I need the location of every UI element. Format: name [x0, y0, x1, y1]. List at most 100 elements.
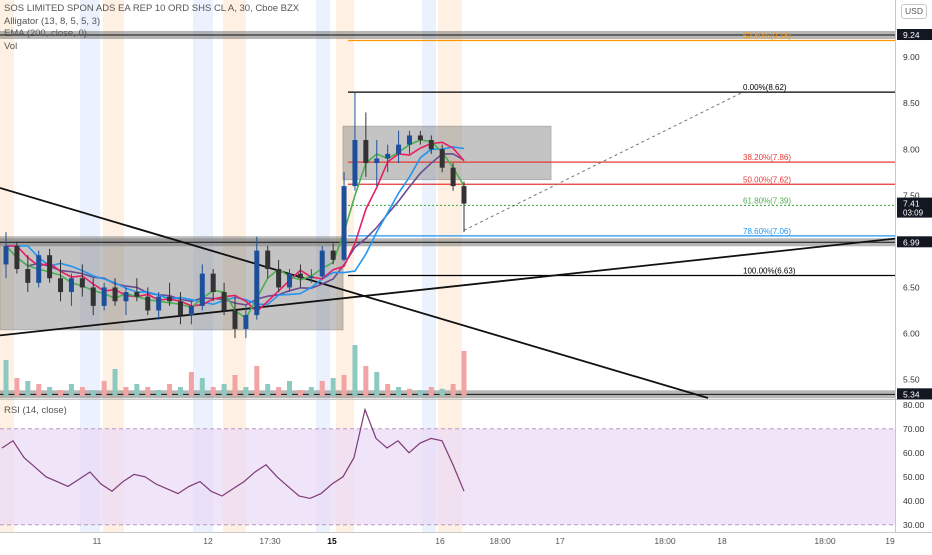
price-tick: 6.50	[903, 282, 920, 292]
candle[interactable]	[341, 186, 347, 260]
candle[interactable]	[406, 135, 412, 145]
time-tick: 12	[203, 536, 213, 546]
candle[interactable]	[417, 135, 423, 141]
candle[interactable]	[297, 273, 303, 279]
indicator-alligator[interactable]: Alligator (13, 8, 5, 5, 3)	[4, 15, 101, 27]
candle[interactable]	[14, 245, 20, 270]
candle[interactable]	[276, 269, 282, 288]
candle[interactable]	[36, 255, 42, 283]
candle[interactable]	[439, 149, 445, 168]
price-badge	[897, 236, 932, 248]
price-badge-sub: 03:09	[903, 209, 924, 218]
volume-bar	[341, 375, 347, 396]
volume-bar	[254, 366, 260, 396]
candle[interactable]	[112, 287, 118, 302]
rsi-tick: 80.00	[903, 400, 925, 410]
volume-bar	[417, 390, 423, 396]
volume-bar	[156, 390, 162, 396]
price-tick: 7.50	[903, 190, 920, 200]
candle[interactable]	[232, 310, 238, 329]
candle[interactable]	[450, 167, 456, 187]
fib-label: 0.00%(8.62)	[743, 83, 787, 92]
candle[interactable]	[330, 250, 336, 260]
volume-bar	[221, 384, 227, 396]
volume-bar	[428, 387, 434, 396]
price-tick: 8.00	[903, 144, 920, 154]
volume-bar	[461, 351, 467, 396]
volume-bar	[287, 381, 293, 396]
price-tick: 5.50	[903, 375, 920, 385]
candle[interactable]	[25, 269, 31, 283]
candle[interactable]	[90, 287, 96, 306]
volume-bar	[210, 387, 216, 396]
indicator-ema[interactable]: EMA (200, close, 0)	[4, 28, 87, 39]
volume-bar	[406, 388, 412, 396]
candle[interactable]	[287, 273, 293, 288]
candle[interactable]	[363, 140, 369, 164]
candle[interactable]	[428, 140, 434, 150]
candle[interactable]	[254, 250, 260, 316]
candle[interactable]	[374, 158, 380, 164]
volume-bar	[276, 387, 282, 396]
candle[interactable]	[177, 301, 183, 316]
candle[interactable]	[79, 278, 85, 288]
trendline-dashed[interactable]	[463, 91, 744, 231]
volume-bar	[297, 390, 303, 396]
price-badge	[897, 29, 932, 41]
trendline-down[interactable]	[0, 187, 709, 399]
rsi-legend[interactable]: RSI (14, close)	[4, 405, 67, 416]
candle[interactable]	[352, 140, 358, 187]
candle[interactable]	[396, 144, 402, 154]
candle[interactable]	[210, 273, 216, 293]
volume-bar	[68, 384, 74, 396]
candle[interactable]	[243, 315, 249, 329]
candle[interactable]	[101, 287, 107, 306]
volume-bar	[134, 384, 140, 396]
candle[interactable]	[134, 292, 140, 297]
fib-label: 61.80%(7.39)	[743, 196, 791, 205]
symbol-title[interactable]: SOS LIMITED SPON ADS EA REP 10 ORD SHS C…	[4, 3, 300, 14]
price-badge-label: 6.99	[903, 237, 920, 247]
candle[interactable]	[68, 278, 74, 293]
candle[interactable]	[58, 278, 64, 293]
volume-bar	[123, 387, 129, 396]
price-badge	[897, 388, 932, 400]
candle[interactable]	[385, 153, 391, 159]
volume-bar	[90, 390, 96, 396]
fib-label: 78.60%(7.06)	[743, 227, 791, 236]
price-badge-label: 5.34	[903, 389, 920, 399]
time-tick: 15	[327, 536, 337, 546]
indicator-vol[interactable]: Vol	[4, 40, 18, 52]
volume-bar	[145, 387, 151, 396]
candle[interactable]	[167, 296, 173, 302]
candle[interactable]	[3, 245, 9, 265]
rsi-tick: 50.00	[903, 472, 925, 482]
candle[interactable]	[319, 250, 325, 277]
volume-bar	[79, 387, 85, 396]
fib-label: 52.80%(9.18)	[743, 32, 791, 41]
candle[interactable]	[265, 250, 271, 270]
time-tick: 17:30	[259, 536, 281, 546]
candle[interactable]	[221, 292, 227, 311]
volume-bar	[265, 384, 271, 396]
rsi-tick: 70.00	[903, 424, 925, 434]
candle[interactable]	[47, 255, 53, 279]
volume-bar	[374, 372, 380, 396]
time-tick: 19	[885, 536, 895, 546]
candle[interactable]	[461, 186, 467, 204]
candle[interactable]	[188, 305, 194, 316]
candle[interactable]	[308, 276, 314, 279]
candle[interactable]	[123, 292, 129, 302]
candle[interactable]	[145, 296, 151, 311]
rsi-band	[0, 428, 895, 525]
candle[interactable]	[199, 273, 205, 306]
price-tick: 6.00	[903, 329, 920, 339]
volume-bar	[188, 372, 194, 396]
price-badge	[897, 197, 932, 218]
candle[interactable]	[156, 296, 162, 311]
trendline-up[interactable]	[0, 237, 896, 337]
time-tick: 17	[555, 536, 565, 546]
currency-button[interactable]: USD	[901, 4, 927, 19]
